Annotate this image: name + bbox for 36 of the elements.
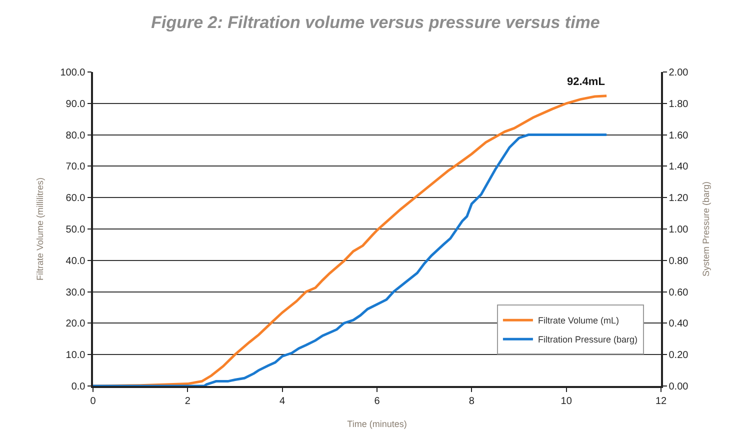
y2-tick-label: 0.20 <box>668 350 689 362</box>
y-tick-label: 0.0 <box>71 382 86 392</box>
y-tick-label: 50.0 <box>66 224 86 236</box>
y2-tick-label: 0.80 <box>668 256 689 267</box>
y-axis-title: Filtrate Volume (millilitres) <box>35 177 46 281</box>
y-tick-label: 100.0 <box>60 68 86 78</box>
y2-tick-label: 0.00 <box>668 382 689 392</box>
x-axis-title: Time (minutes) <box>347 419 407 430</box>
y2-tick-label: 1.00 <box>668 224 689 236</box>
y2-tick-label: 1.80 <box>668 98 689 110</box>
legend-label: Filtration Pressure (barg) <box>538 334 638 345</box>
y2-tick-label: 1.60 <box>668 130 689 142</box>
y-tick-label: 30.0 <box>66 287 86 298</box>
y2-axis-title: System Pressure (barg) <box>700 181 711 277</box>
y-tick-label: 80.0 <box>66 130 86 142</box>
x-tick-label: 12 <box>655 396 667 407</box>
legend-label: Filtrate Volume (mL) <box>538 316 619 326</box>
x-tick-label: 2 <box>184 396 191 407</box>
x-tick-label: 4 <box>280 396 286 407</box>
y2-tick-label: 1.20 <box>668 193 689 204</box>
y-tick-label: 10.0 <box>66 350 86 362</box>
y2-tick-label: 2.00 <box>668 68 689 78</box>
y2-tick-label: 0.40 <box>668 318 689 330</box>
x-tick-label: 6 <box>374 396 380 407</box>
x-tick-label: 10 <box>560 396 572 407</box>
annotation: 92.4mL <box>567 76 606 88</box>
y-tick-label: 90.0 <box>66 98 86 110</box>
x-tick-label: 0 <box>90 396 96 407</box>
y-tick-label: 20.0 <box>66 318 86 330</box>
chart-title: Figure 2: Filtration volume versus pressure versus time <box>151 12 600 32</box>
y2-tick-label: 0.60 <box>668 287 689 298</box>
x-tick-label: 8 <box>468 396 475 407</box>
y2-tick-label: 1.40 <box>668 162 689 173</box>
y-tick-label: 60.0 <box>66 193 86 204</box>
y-tick-label: 70.0 <box>66 162 86 173</box>
y-tick-label: 40.0 <box>66 256 86 267</box>
